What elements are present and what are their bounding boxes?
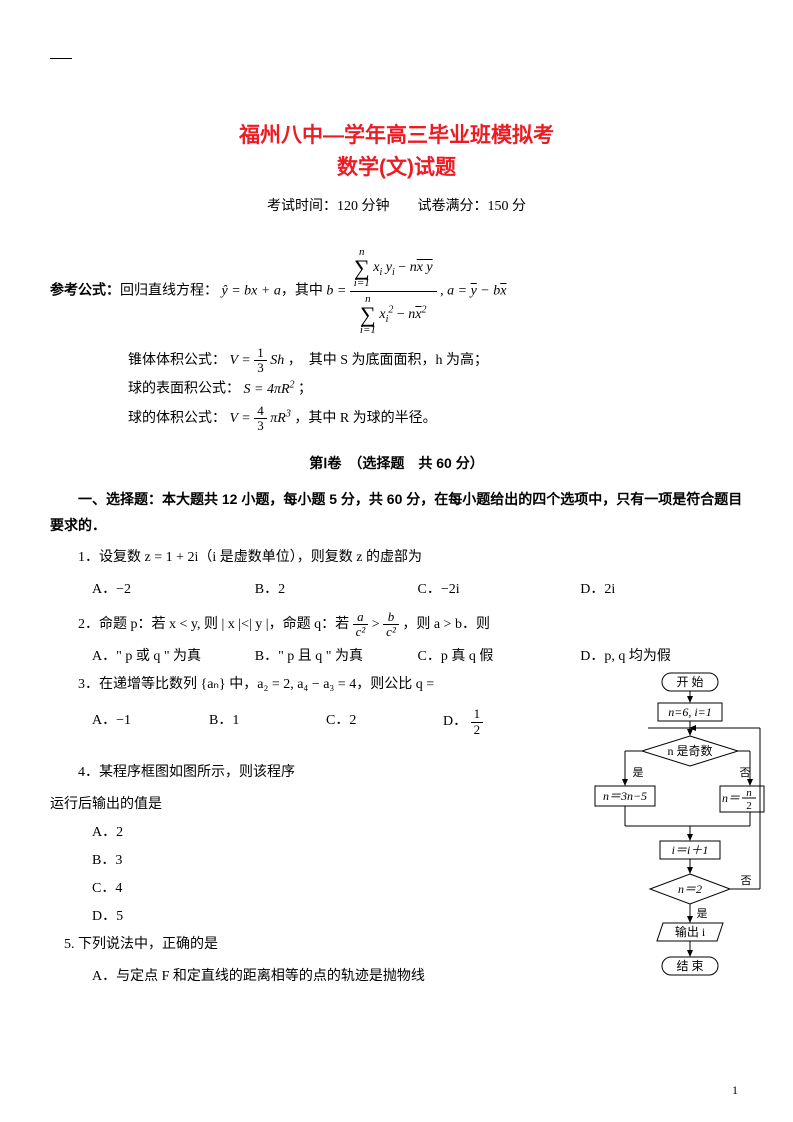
q3-d-pre: D． <box>443 714 467 729</box>
fc-no1: 否 <box>740 767 751 779</box>
fc-proc3: i＝i＋1 <box>672 843 709 857</box>
fc-yes1: 是 <box>633 766 644 779</box>
page-number: 1 <box>732 1083 738 1098</box>
sphere-v-frac: 43 <box>254 404 267 434</box>
q3-d-frac: 12 <box>471 707 484 737</box>
fc-output: 输出 i <box>675 924 706 939</box>
q2-opt-a: A．" p 或 q " 为真 <box>92 643 255 671</box>
fc-cond1: n 是奇数 <box>667 743 712 758</box>
fc-end: 结 束 <box>676 959 703 973</box>
top-rule <box>50 58 72 59</box>
regression-formula: 参考公式：回归直线方程： ŷ = bx + a，其中 b = n∑i=1 xi … <box>50 245 743 338</box>
fc-yes2: 是 <box>697 907 708 920</box>
exam-info: 考试时间：120 分钟 试卷满分：150 分 <box>50 195 743 215</box>
question-1-options: A．−2 B．2 C．−2i D．2i <box>50 576 743 604</box>
sphere-sa-label: 球的表面积公式： <box>128 382 240 397</box>
q1-opt-b: B．2 <box>255 576 418 604</box>
fc-init: n=6, i=1 <box>668 705 712 719</box>
fc-proc2-num: n <box>746 787 752 799</box>
q2-frac1: ac² <box>353 610 369 640</box>
question-2: 2．命题 p：若 x < y, 则 | x |<| y |，命题 q：若 ac²… <box>50 610 743 640</box>
flowchart-diagram: 开 始 n=6, i=1 n 是奇数 是 否 n＝3n−5 n＝ n 2 <box>590 668 765 1008</box>
flowchart-svg: 开 始 n=6, i=1 n 是奇数 是 否 n＝3n−5 n＝ n 2 <box>590 668 765 1008</box>
q3-opt-b: B．1 <box>209 707 326 737</box>
cone-sh: Sh <box>270 353 284 368</box>
cone-label: 锥体体积公式： <box>128 353 226 368</box>
q2-post: ，则 a > b．则 <box>402 617 490 632</box>
title-line2: 数学(文)试题 <box>50 152 743 184</box>
regression-eq: ŷ = bx + a <box>222 284 281 299</box>
sphere-v-right: πR3 <box>270 411 291 426</box>
regression-where: ，其中 <box>281 284 323 299</box>
cone-formula: 锥体体积公式： V = 13 Sh ， 其中 S 为底面面积，h 为高； <box>50 346 743 376</box>
fc-cond2: n＝2 <box>678 882 702 896</box>
q3-opt-c: C．2 <box>326 707 443 737</box>
section-1-instruction: 一、选择题：本大题共 12 小题，每小题 5 分，共 60 分，在每小题给出的四… <box>50 487 743 537</box>
q1-opt-d: D．2i <box>580 576 743 604</box>
sphere-v-where: ，其中 R 为球的半径。 <box>294 411 436 426</box>
sphere-sa-end: ； <box>298 382 312 397</box>
question-3: 3．在递增等比数列 {aₙ} 中，a₂ = 2, a₄ − a₃ = 4，则公比… <box>50 671 560 699</box>
formula-label: 参考公式： <box>50 282 120 298</box>
q3-opt-a: A．−1 <box>92 707 209 737</box>
fc-proc1: n＝3n−5 <box>603 789 647 803</box>
fc-proc2-lhs: n＝ <box>722 791 740 805</box>
section-1-title: 第Ⅰ卷 （选择题 共 60 分） <box>50 453 743 473</box>
q3-opt-d: D． 12 <box>443 707 560 737</box>
a-eq: a = y − bx <box>447 284 506 299</box>
b-label: b = <box>326 284 349 299</box>
sphere-v-left: V = <box>230 411 251 426</box>
q2-gt: > <box>372 617 383 632</box>
q2-pre: 2．命题 p：若 x < y, 则 | x |<| y |，命题 q：若 <box>78 617 349 632</box>
b-fraction: n∑i=1 xi yi − nx y n∑i=1 xi2 − nx2 <box>350 245 437 338</box>
fc-no2: 否 <box>741 875 752 887</box>
question-1: 1．设复数 z = 1 + 2i（i 是虚数单位），则复数 z 的虚部为 <box>50 544 743 572</box>
q1-opt-a: A．−2 <box>92 576 255 604</box>
fc-start: 开 始 <box>676 675 703 689</box>
reference-formulas: 参考公式：回归直线方程： ŷ = bx + a，其中 b = n∑i=1 xi … <box>50 245 743 433</box>
q2-opt-b: B．" p 且 q " 为真 <box>255 643 418 671</box>
question-3-options: A．−1 B．1 C．2 D． 12 <box>50 707 560 737</box>
sphere-sa-eq: S = 4πR2 <box>244 382 295 397</box>
regression-text: 回归直线方程： <box>120 284 218 299</box>
title-line1: 福州八中—学年高三毕业班模拟考 <box>50 120 743 152</box>
fc-proc2-den: 2 <box>746 800 752 812</box>
sphere-v-label: 球的体积公式： <box>128 411 226 426</box>
question-4-line1: 4．某程序框图如图所示，则该程序 <box>50 759 560 787</box>
exam-title: 福州八中—学年高三毕业班模拟考 数学(文)试题 <box>50 120 743 183</box>
cone-frac: 13 <box>254 346 267 376</box>
sphere-v-formula: 球的体积公式： V = 43 πR3 ，其中 R 为球的半径。 <box>50 404 743 434</box>
cone-v: V = <box>230 353 251 368</box>
q1-opt-c: C．−2i <box>418 576 581 604</box>
q2-opt-c: C．p 真 q 假 <box>418 643 581 671</box>
sphere-sa-formula: 球的表面积公式： S = 4πR2 ； <box>50 375 743 404</box>
cone-where: ， 其中 S 为底面面积，h 为高； <box>288 353 488 368</box>
q2-frac2: bc² <box>383 610 399 640</box>
